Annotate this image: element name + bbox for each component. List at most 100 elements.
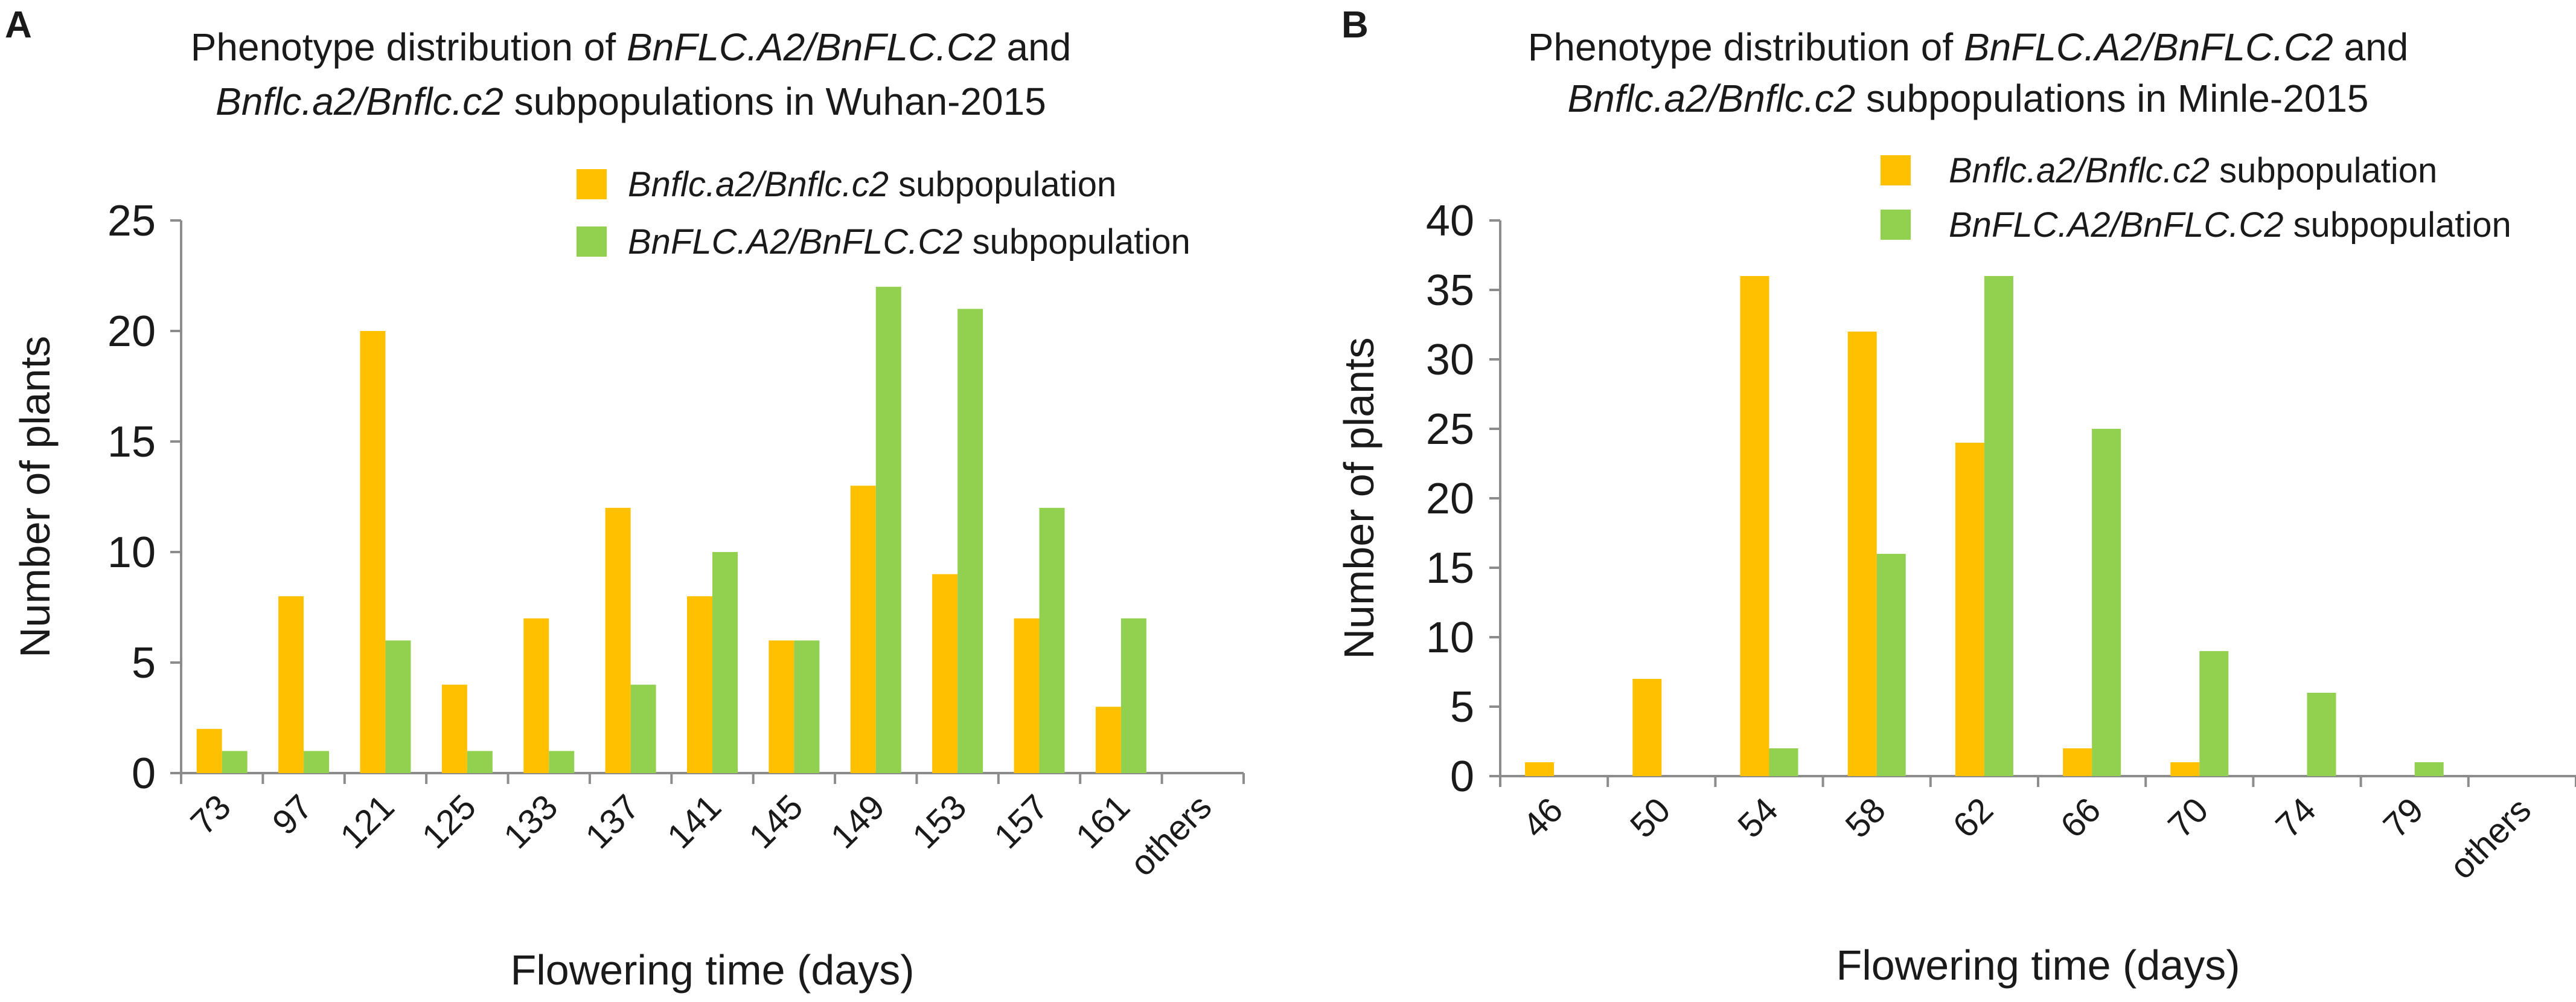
y-tick-label: 5 [132, 639, 156, 687]
bar-mutant-157 [1014, 618, 1040, 773]
x-tick-label: 74 [2268, 790, 2324, 846]
chart-title-line: Bnflc.a2/Bnflc.c2 subpopulations in Minl… [1567, 77, 2368, 120]
bar-wildtype-161 [1120, 618, 1146, 773]
bar-mutant-70 [2170, 762, 2200, 776]
chart-title-segment: BnFLC.A2/BnFLC.C2 [627, 25, 996, 69]
y-tick-label: 0 [1450, 753, 1474, 801]
x-tick-label: 73 [183, 787, 238, 843]
y-tick-label: 35 [1426, 266, 1474, 315]
y-tick-label: 10 [1426, 614, 1474, 662]
bar-mutant-58 [1847, 332, 1877, 776]
legend-label: Bnflc.a2/Bnflc.c2 subpopulation [1949, 151, 2437, 190]
legend-series-name: BnFLC.A2/BnFLC.C2 [1949, 205, 2283, 245]
bar-wildtype-121 [385, 640, 411, 773]
bar-wildtype-73 [222, 751, 248, 773]
bar-mutant-125 [441, 684, 467, 773]
legend-suffix: subpopulation [962, 222, 1190, 262]
chart-title-segment: Bnflc.a2/Bnflc.c2 [216, 80, 503, 123]
x-tick-label: 133 [496, 787, 565, 856]
chart-title-segment: Phenotype distribution of [191, 25, 627, 69]
legend-label: Bnflc.a2/Bnflc.c2 subpopulation [628, 165, 1116, 204]
legend-series-name: Bnflc.a2/Bnflc.c2 [628, 165, 889, 204]
bar-mutant-145 [769, 640, 794, 773]
legend-swatch [577, 169, 607, 199]
bar-wildtype-66 [2092, 429, 2121, 776]
chart-title-segment: and [2333, 25, 2409, 69]
x-tick-label: 97 [265, 787, 321, 843]
bar-mutant-66 [2063, 748, 2092, 776]
x-tick-label: 46 [1515, 790, 1571, 846]
legend-series-name: Bnflc.a2/Bnflc.c2 [1949, 151, 2210, 190]
x-tick-label: 62 [1946, 790, 2001, 846]
bar-wildtype-125 [467, 751, 493, 773]
bar-mutant-54 [1740, 276, 1769, 776]
y-tick-label: 20 [107, 307, 156, 356]
y-tick-label: 10 [107, 528, 156, 577]
x-tick-label: 149 [823, 787, 892, 856]
y-axis-title: Number of plants [1335, 337, 1382, 659]
x-tick-label: others [1123, 787, 1219, 884]
bar-wildtype-149 [875, 286, 901, 773]
bar-mutant-73 [196, 728, 222, 773]
bar-wildtype-62 [1984, 276, 2013, 776]
chart-title-line: Phenotype distribution of BnFLC.A2/BnFLC… [1528, 25, 2409, 69]
bar-mutant-137 [605, 507, 631, 773]
bar-mutant-97 [278, 596, 304, 773]
y-tick-label: 25 [1426, 405, 1474, 454]
bar-mutant-46 [1525, 762, 1555, 776]
x-tick-label: 58 [1838, 790, 1893, 846]
legend-swatch [1881, 155, 1911, 185]
y-tick-label: 20 [1426, 475, 1474, 523]
bar-wildtype-74 [2307, 693, 2336, 776]
y-tick-label: 5 [1450, 683, 1474, 731]
x-tick-label: 54 [1730, 790, 1786, 846]
bar-mutant-141 [687, 596, 712, 773]
x-tick-label: others [2442, 790, 2539, 887]
x-tick-label: 157 [986, 787, 1055, 856]
chart-title-line: Phenotype distribution of BnFLC.A2/BnFLC… [191, 25, 1072, 69]
legend-suffix: subpopulation [2283, 205, 2511, 245]
bar-mutant-121 [360, 331, 386, 773]
bar-wildtype-145 [794, 640, 820, 773]
panel-letter: B [1341, 4, 1369, 46]
y-tick-label: 15 [107, 418, 156, 466]
chart-panel-a: A Phenotype distribution of BnFLC.A2/BnFL… [5, 4, 1245, 994]
x-tick-label: 141 [660, 787, 729, 856]
bar-mutant-161 [1095, 707, 1121, 773]
legend-swatch [1881, 210, 1911, 240]
legend-swatch [577, 226, 607, 257]
x-axis-title: Flowering time (days) [1836, 942, 2240, 989]
panel-letter: A [5, 4, 32, 46]
bar-wildtype-133 [549, 751, 575, 773]
legend-label: BnFLC.A2/BnFLC.C2 subpopulation [628, 222, 1191, 262]
x-tick-label: 50 [1623, 790, 1678, 846]
chart-title-line: Bnflc.a2/Bnflc.c2 subpopulations in Wuha… [216, 80, 1046, 123]
legend-suffix: subpopulation [2210, 151, 2437, 190]
legend-suffix: subpopulation [889, 165, 1116, 204]
bar-mutant-153 [932, 574, 958, 773]
chart-panel-b: B Phenotype distribution of BnFLC.A2/BnFL… [1335, 4, 2576, 989]
bar-wildtype-70 [2199, 651, 2229, 776]
chart-title-segment: BnFLC.A2/BnFLC.C2 [1964, 25, 2333, 69]
bar-mutant-50 [1632, 679, 1662, 776]
legend-series-name: BnFLC.A2/BnFLC.C2 [628, 222, 962, 262]
x-axis-title: Flowering time (days) [510, 946, 914, 994]
chart-title-segment: and [996, 25, 1072, 69]
chart-title-segment: subpopulations in Wuhan-2015 [503, 80, 1046, 123]
x-tick-label: 121 [333, 787, 401, 856]
chart-title-segment: subpopulations in Minle-2015 [1855, 77, 2368, 120]
x-tick-label: 153 [905, 787, 974, 856]
y-axis-title: Number of plants [11, 336, 59, 658]
x-tick-label: 79 [2376, 790, 2431, 846]
bar-wildtype-153 [957, 309, 983, 773]
bar-mutant-149 [850, 486, 876, 773]
x-tick-label: 161 [1069, 787, 1137, 856]
y-tick-label: 40 [1426, 197, 1474, 245]
y-tick-label: 0 [132, 750, 156, 798]
x-tick-label: 125 [415, 787, 484, 856]
x-tick-label: 70 [2161, 790, 2216, 846]
x-tick-label: 66 [2053, 790, 2109, 846]
legend-label: BnFLC.A2/BnFLC.C2 subpopulation [1949, 205, 2511, 245]
bar-mutant-62 [1955, 443, 1984, 776]
